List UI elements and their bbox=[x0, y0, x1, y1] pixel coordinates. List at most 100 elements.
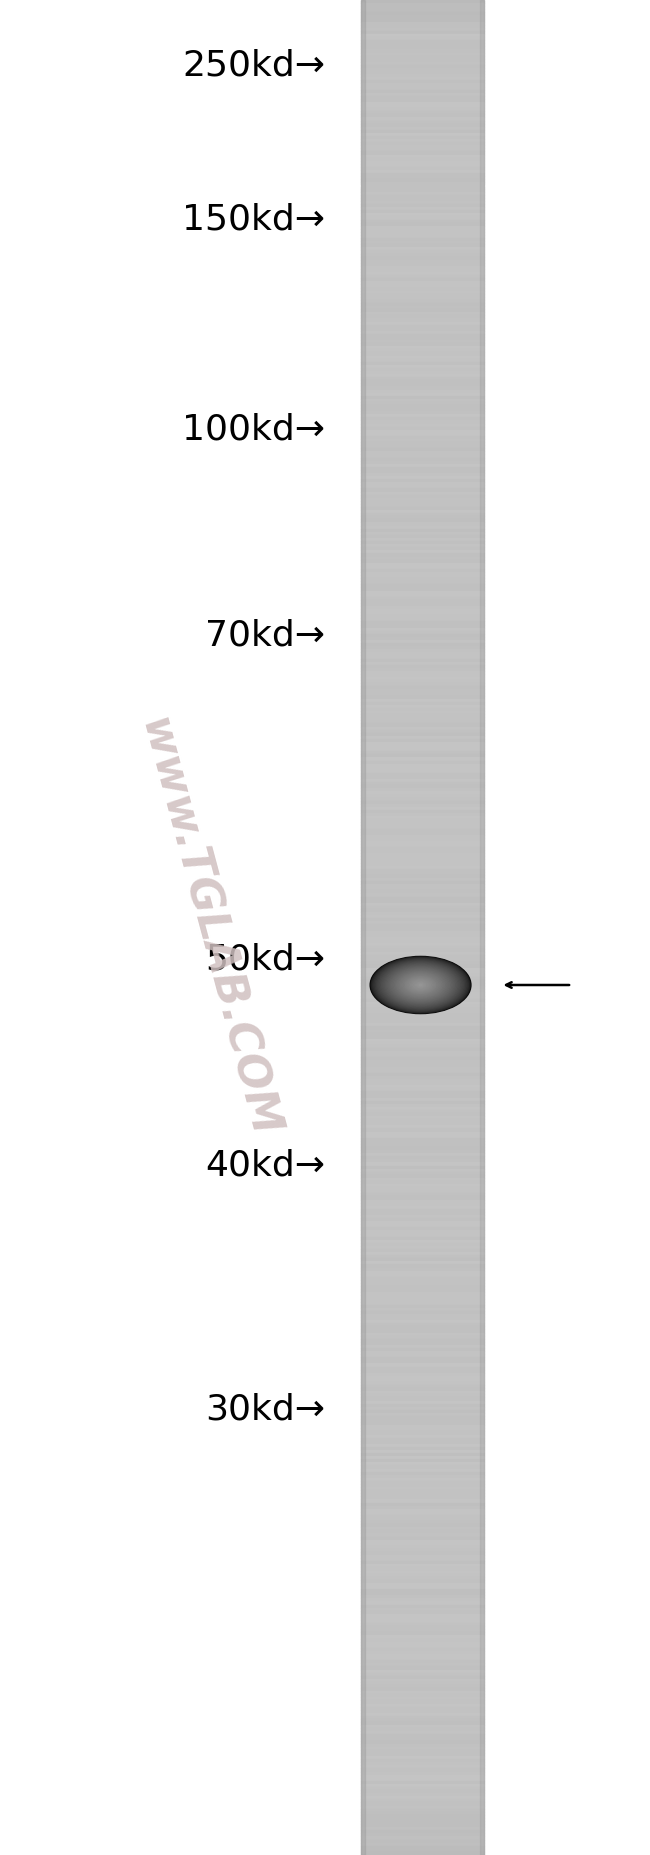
Bar bbox=[361, 952, 484, 955]
Bar bbox=[361, 625, 484, 627]
Bar bbox=[361, 226, 484, 228]
Bar bbox=[361, 1831, 484, 1833]
Bar bbox=[361, 1094, 484, 1098]
Bar bbox=[361, 1632, 484, 1636]
Bar bbox=[361, 488, 484, 492]
Bar bbox=[361, 414, 484, 417]
Bar bbox=[361, 358, 484, 362]
Bar bbox=[361, 154, 484, 158]
Bar bbox=[361, 1428, 484, 1432]
Bar bbox=[361, 1150, 484, 1154]
Bar bbox=[361, 560, 484, 562]
Bar bbox=[361, 1521, 484, 1525]
Bar bbox=[361, 1694, 484, 1697]
Bar bbox=[361, 145, 484, 148]
Ellipse shape bbox=[404, 976, 437, 994]
Bar bbox=[361, 4, 484, 6]
Bar bbox=[361, 399, 484, 403]
Bar bbox=[361, 1757, 484, 1759]
Bar bbox=[361, 356, 484, 358]
Bar bbox=[361, 1030, 484, 1033]
Bar bbox=[361, 556, 484, 560]
Ellipse shape bbox=[372, 957, 469, 1013]
Bar bbox=[361, 486, 484, 488]
Bar bbox=[361, 701, 484, 705]
Bar bbox=[361, 1017, 484, 1020]
Bar bbox=[361, 644, 484, 646]
Bar bbox=[361, 37, 484, 41]
Bar bbox=[361, 729, 484, 733]
Bar bbox=[361, 1738, 484, 1740]
Bar bbox=[361, 1363, 484, 1367]
Bar bbox=[361, 1135, 484, 1137]
Bar bbox=[361, 1154, 484, 1156]
Bar bbox=[361, 978, 484, 979]
Bar bbox=[361, 1128, 484, 1132]
Bar bbox=[361, 727, 484, 729]
Bar bbox=[361, 1367, 484, 1369]
Bar bbox=[361, 325, 484, 328]
Bar bbox=[361, 885, 484, 887]
Bar bbox=[361, 1252, 484, 1256]
Bar bbox=[361, 705, 484, 709]
Bar bbox=[361, 1747, 484, 1749]
Bar bbox=[361, 1441, 484, 1443]
Bar bbox=[361, 1462, 484, 1465]
Bar bbox=[361, 710, 484, 714]
Bar bbox=[361, 1117, 484, 1119]
Bar bbox=[361, 352, 484, 356]
Bar bbox=[361, 532, 484, 534]
Bar bbox=[361, 1165, 484, 1169]
Bar bbox=[361, 1618, 484, 1619]
Bar bbox=[361, 1256, 484, 1258]
Bar bbox=[361, 232, 484, 236]
Bar bbox=[361, 1655, 484, 1657]
Bar bbox=[361, 677, 484, 681]
Bar bbox=[361, 408, 484, 412]
Bar bbox=[361, 1456, 484, 1460]
Bar bbox=[361, 1243, 484, 1247]
Bar bbox=[361, 579, 484, 581]
Bar bbox=[361, 1289, 484, 1293]
Bar bbox=[361, 979, 484, 983]
Bar bbox=[361, 1488, 484, 1490]
Ellipse shape bbox=[374, 959, 467, 1011]
Bar bbox=[361, 631, 484, 634]
Bar bbox=[361, 1271, 484, 1274]
Bar bbox=[361, 1554, 484, 1558]
Bar bbox=[361, 1119, 484, 1122]
Bar bbox=[361, 158, 484, 161]
Bar bbox=[361, 1404, 484, 1406]
Bar bbox=[361, 198, 484, 200]
Bar bbox=[361, 1308, 484, 1311]
Bar bbox=[361, 1512, 484, 1516]
Bar bbox=[361, 260, 484, 263]
Bar bbox=[361, 421, 484, 423]
Bar bbox=[361, 241, 484, 245]
Bar bbox=[361, 291, 484, 293]
Bar bbox=[361, 1085, 484, 1089]
Bar bbox=[361, 115, 484, 117]
Bar bbox=[361, 1582, 484, 1586]
Bar bbox=[361, 998, 484, 1002]
Bar bbox=[361, 636, 484, 640]
Bar bbox=[361, 1493, 484, 1497]
Bar bbox=[361, 1193, 484, 1196]
Bar bbox=[361, 542, 484, 544]
Bar bbox=[361, 312, 484, 315]
Bar bbox=[361, 74, 484, 78]
Bar bbox=[361, 1794, 484, 1796]
Bar bbox=[361, 820, 484, 822]
Bar bbox=[361, 1293, 484, 1295]
Bar bbox=[361, 1451, 484, 1452]
Bar bbox=[361, 1664, 484, 1666]
Bar bbox=[361, 204, 484, 208]
Bar bbox=[361, 1580, 484, 1582]
Bar bbox=[361, 167, 484, 171]
Bar bbox=[361, 1358, 484, 1360]
Bar bbox=[361, 1710, 484, 1712]
Bar bbox=[361, 868, 484, 872]
Bar bbox=[361, 662, 484, 664]
Bar bbox=[361, 1247, 484, 1248]
Bar bbox=[361, 263, 484, 265]
